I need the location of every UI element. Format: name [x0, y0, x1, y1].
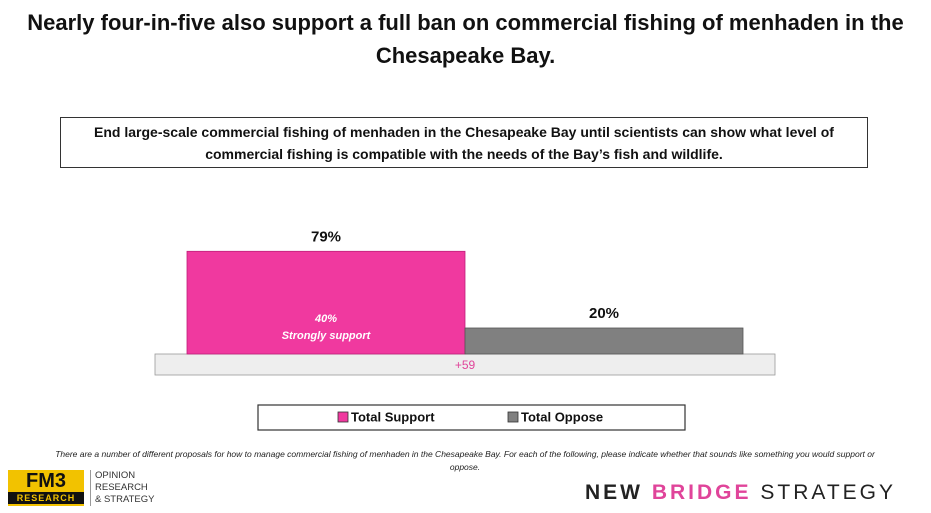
legend-swatch: [337, 411, 349, 423]
nbs-word: STRATEGY: [760, 481, 896, 504]
nbs-logo: NEW BRIDGE STRATEGY: [585, 481, 896, 505]
slide-title: Nearly four-in-five also support a full …: [27, 10, 904, 68]
legend-label: Total Support: [351, 409, 435, 424]
annotation-text: Strongly support: [282, 330, 372, 342]
value-label: 79%: [311, 228, 341, 245]
bar: [186, 250, 466, 355]
nbs-word: NEW: [585, 481, 643, 504]
fm3-logo: FM3 RESEARCH: [8, 470, 84, 506]
difference-label: +59: [455, 358, 476, 372]
legend-label: Total Oppose: [521, 409, 603, 424]
legend-box: [257, 404, 686, 431]
fm3-sub: RESEARCH: [8, 492, 84, 504]
fm3-tagline: OPINION RESEARCH & STRATEGY: [90, 470, 154, 506]
annotation-value: 40%: [314, 313, 337, 325]
fm3-text: FM3: [26, 470, 66, 492]
tag-line: RESEARCH: [95, 482, 148, 493]
question-box: End large-scale commercial fishing of me…: [60, 117, 868, 168]
value-label: 20%: [589, 305, 619, 322]
tag-line: & STRATEGY: [95, 494, 155, 505]
footnote: There are a number of different proposal…: [55, 449, 875, 472]
bar: [464, 327, 744, 355]
tag-line: OPINION: [95, 470, 136, 481]
nbs-word: BRIDGE: [651, 481, 752, 504]
legend-swatch: [507, 411, 519, 423]
